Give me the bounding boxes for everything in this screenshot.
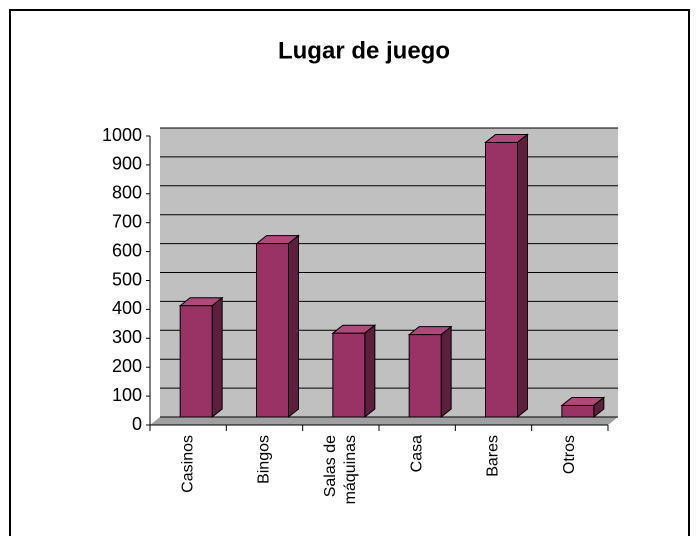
y-tick-label: 800 bbox=[112, 183, 142, 203]
x-tick-label: Bares bbox=[485, 435, 502, 477]
bar-face bbox=[517, 133, 528, 419]
bar bbox=[407, 325, 453, 419]
bar-face bbox=[288, 234, 299, 419]
x-tick-label: Casinos bbox=[179, 435, 196, 493]
y-tick-label: 1000 bbox=[102, 125, 142, 145]
y-tick-label: 700 bbox=[112, 211, 142, 231]
y-tick-label: 600 bbox=[112, 240, 142, 260]
bar-face bbox=[408, 334, 442, 418]
y-tick-label: 500 bbox=[112, 269, 142, 289]
bar-face bbox=[332, 332, 366, 418]
y-tick-label: 400 bbox=[112, 298, 142, 318]
y-tick-label: 200 bbox=[112, 356, 142, 376]
y-tick-label: 0 bbox=[132, 414, 142, 434]
bar-face bbox=[179, 305, 213, 418]
y-tick-label: 900 bbox=[112, 154, 142, 174]
bar-face bbox=[485, 141, 518, 418]
x-tick-label: Salas de máquinas bbox=[322, 435, 359, 504]
bar bbox=[484, 133, 529, 419]
bar bbox=[255, 234, 300, 419]
bar-face bbox=[364, 324, 376, 419]
bar-face bbox=[440, 325, 452, 419]
y-tick-label: 300 bbox=[112, 327, 142, 347]
y-tick-label: 100 bbox=[112, 385, 142, 405]
x-tick-label: Otros bbox=[561, 435, 578, 474]
bar-face bbox=[211, 296, 223, 419]
x-tick-label: Casa bbox=[408, 435, 425, 472]
bar-face bbox=[256, 243, 289, 418]
bar bbox=[560, 396, 606, 419]
chart-title: Lugar de juego bbox=[278, 37, 450, 64]
bar bbox=[178, 296, 224, 419]
x-tick-label: Bingos bbox=[256, 435, 273, 484]
floor bbox=[150, 417, 618, 425]
bar bbox=[331, 324, 377, 419]
bar-face bbox=[561, 404, 595, 418]
